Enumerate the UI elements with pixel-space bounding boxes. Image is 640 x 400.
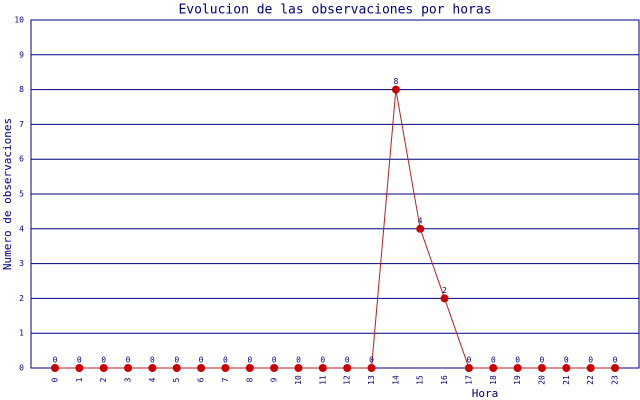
data-label: 4 xyxy=(418,216,423,225)
data-label: 0 xyxy=(77,356,82,365)
x-tick-label: 22 xyxy=(586,375,595,385)
x-tick-label: 16 xyxy=(440,375,449,385)
data-label: 0 xyxy=(101,356,106,365)
x-tick-label: 10 xyxy=(294,375,303,385)
data-point xyxy=(51,364,59,372)
data-point xyxy=(221,364,230,372)
data-point xyxy=(416,224,425,233)
x-tick-label: 19 xyxy=(513,375,522,385)
data-point xyxy=(513,364,522,372)
data-label: 0 xyxy=(199,356,204,365)
data-label: 0 xyxy=(588,356,593,365)
x-tick-label: 14 xyxy=(391,375,400,385)
data-point xyxy=(586,364,595,372)
data-point xyxy=(99,364,108,372)
data-label: 0 xyxy=(369,356,374,365)
x-tick-label: 15 xyxy=(416,375,425,385)
data-point xyxy=(537,364,546,372)
y-tick-label: 7 xyxy=(19,120,24,129)
x-tick-label: 0 xyxy=(51,377,60,382)
x-tick-label: 23 xyxy=(611,375,620,385)
data-point xyxy=(440,294,449,303)
chart-title: Evolucion de las observaciones por horas xyxy=(178,3,491,18)
data-point xyxy=(124,364,133,372)
y-tick-label: 6 xyxy=(19,155,24,164)
data-label: 0 xyxy=(296,356,301,365)
data-point xyxy=(172,364,181,372)
x-tick-label: 21 xyxy=(562,375,571,385)
data-label: 8 xyxy=(393,77,398,86)
y-tick-label: 3 xyxy=(19,259,24,268)
data-point xyxy=(148,364,157,372)
data-label: 0 xyxy=(540,356,545,365)
y-tick-label: 1 xyxy=(19,329,24,338)
data-label: 0 xyxy=(613,356,618,365)
data-label: 0 xyxy=(564,356,569,365)
y-tick-label: 2 xyxy=(19,294,24,303)
x-tick-label: 17 xyxy=(464,375,473,385)
data-point xyxy=(245,364,254,372)
data-label: 0 xyxy=(174,356,179,365)
data-point xyxy=(611,364,619,372)
y-tick-label: 0 xyxy=(19,364,24,373)
y-tick-label: 8 xyxy=(19,85,24,94)
data-label: 0 xyxy=(150,356,155,365)
data-label: 0 xyxy=(466,356,471,365)
data-point xyxy=(562,364,571,372)
x-tick-label: 5 xyxy=(172,377,181,382)
x-tick-label: 9 xyxy=(270,377,279,382)
y-tick-label: 4 xyxy=(19,224,24,233)
data-point xyxy=(367,364,376,372)
data-point xyxy=(464,364,473,372)
data-label: 0 xyxy=(223,356,228,365)
y-tick-label: 10 xyxy=(14,16,24,25)
x-tick-label: 18 xyxy=(489,375,498,385)
data-label: 0 xyxy=(126,356,131,365)
x-tick-label: 11 xyxy=(318,375,327,385)
data-point xyxy=(197,364,206,372)
data-label: 0 xyxy=(247,356,252,365)
x-tick-label: 7 xyxy=(221,377,230,382)
data-label: 0 xyxy=(272,356,277,365)
data-point xyxy=(391,85,400,94)
x-tick-label: 4 xyxy=(148,377,157,382)
data-label: 0 xyxy=(491,356,496,365)
x-tick-label: 8 xyxy=(245,377,254,382)
data-point xyxy=(489,364,498,372)
x-tick-label: 3 xyxy=(124,377,133,382)
x-tick-label: 13 xyxy=(367,375,376,385)
data-point xyxy=(294,364,303,372)
data-line xyxy=(55,89,615,369)
data-label: 0 xyxy=(515,356,520,365)
data-label: 0 xyxy=(345,356,350,365)
x-tick-label: 20 xyxy=(537,375,546,385)
data-label: 0 xyxy=(53,356,58,365)
data-label: 0 xyxy=(320,356,325,365)
data-point xyxy=(318,364,327,372)
y-tick-label: 9 xyxy=(19,50,24,59)
x-tick-label: 12 xyxy=(343,375,352,385)
x-axis-label: Hora xyxy=(472,387,499,400)
data-point xyxy=(75,364,84,372)
data-point xyxy=(343,364,352,372)
y-axis-label: Numero de observaciones xyxy=(1,118,14,270)
data-label: 2 xyxy=(442,286,447,295)
x-tick-label: 2 xyxy=(99,377,108,382)
data-point xyxy=(270,364,279,372)
y-tick-label: 5 xyxy=(19,190,24,199)
x-tick-label: 1 xyxy=(75,377,84,382)
x-tick-label: 6 xyxy=(197,377,206,382)
